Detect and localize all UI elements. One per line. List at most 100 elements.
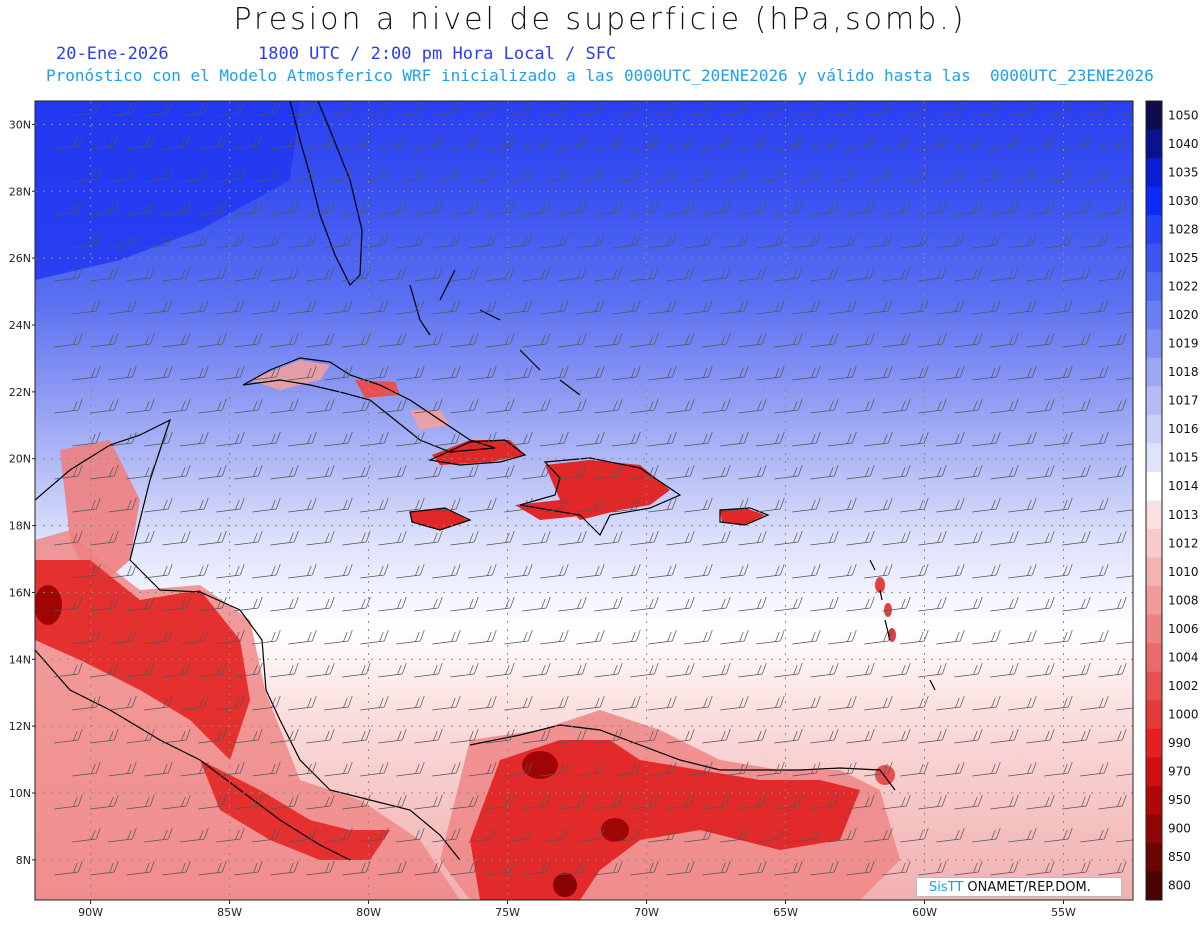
wind-barb [630, 662, 659, 678]
wind-barb [810, 398, 839, 414]
latitude-labels: 30N 28N 26N 24N 22N 20N 18N 16N 14N 12N 10N 8N [9, 118, 35, 867]
wind-barb [108, 629, 137, 645]
wind-barb [666, 464, 695, 480]
wind-barb [900, 629, 929, 645]
wind-barb [1026, 662, 1055, 678]
wind-barb [306, 464, 335, 480]
wind-barb [414, 464, 443, 480]
wind-barb [864, 101, 893, 117]
wind-barb [288, 629, 317, 645]
colorbar-swatch [1146, 443, 1162, 473]
wind-barb [72, 695, 101, 711]
wind-barb [108, 167, 137, 183]
wind-barb [594, 728, 623, 744]
wind-barb [342, 662, 371, 678]
wind-barb [756, 167, 785, 183]
wind-barb [1062, 266, 1091, 282]
wind-barb [324, 101, 353, 117]
wind-barb [54, 332, 83, 348]
wind-barb [90, 200, 119, 216]
wind-barb [144, 233, 173, 249]
wind-barb [72, 101, 101, 117]
wind-barb [936, 563, 965, 579]
wind-barb [1026, 200, 1055, 216]
wind-barb [702, 332, 731, 348]
wind-barb [756, 101, 785, 117]
wind-barb [108, 299, 137, 315]
wind-barb [846, 332, 875, 348]
wind-barb [1026, 266, 1055, 282]
wind-barb [54, 860, 83, 876]
wind-barb [486, 464, 515, 480]
wind-barb [360, 233, 389, 249]
wind-barb [864, 431, 893, 447]
wind-barb [828, 299, 857, 315]
wind-barb [468, 563, 497, 579]
wind-barb [720, 761, 749, 777]
wind-barb [792, 629, 821, 645]
wind-barb [306, 332, 335, 348]
wind-barb [414, 200, 443, 216]
colorbar-label: 1017 [1168, 394, 1199, 408]
wind-barb [72, 563, 101, 579]
wind-barb [216, 497, 245, 513]
wind-barb [1026, 464, 1055, 480]
colorbar-label: 1030 [1168, 194, 1199, 208]
wind-barb [648, 695, 677, 711]
wind-barb [378, 530, 407, 546]
wind-barb [198, 398, 227, 414]
wind-barb [630, 332, 659, 348]
wind-barb [198, 662, 227, 678]
forecast-date: 20-Ene-2026 [56, 44, 169, 64]
lat-label: 10N [9, 787, 31, 800]
wind-barb [72, 167, 101, 183]
wind-barb [558, 860, 587, 876]
wind-barb [126, 596, 155, 612]
colorbar-swatch [1146, 471, 1162, 501]
wind-barb [702, 134, 731, 150]
wind-barb [774, 728, 803, 744]
colorbar-label: 1050 [1168, 108, 1199, 122]
wind-barb [198, 464, 227, 480]
wind-barb [828, 695, 857, 711]
wind-barb [864, 233, 893, 249]
wind-barb [522, 200, 551, 216]
wind-barb [720, 629, 749, 645]
wind-barb [396, 563, 425, 579]
lat-label: 20N [9, 453, 31, 466]
wind-barb [432, 365, 461, 381]
wind-barb [1080, 563, 1109, 579]
wind-barb [414, 728, 443, 744]
wind-barb [270, 794, 299, 810]
wind-barb [486, 728, 515, 744]
wind-barb [684, 101, 713, 117]
colorbar-label: 1014 [1168, 479, 1199, 493]
coastlines [35, 101, 936, 861]
wind-barb [846, 530, 875, 546]
wind-barb [540, 497, 569, 513]
wind-barb [972, 167, 1001, 183]
wind-barb [1080, 629, 1109, 645]
wind-barb [1026, 134, 1055, 150]
wind-barb [1026, 398, 1055, 414]
wind-barb [990, 200, 1019, 216]
wind-barb [648, 365, 677, 381]
colorbar-swatch [1146, 186, 1162, 216]
wind-barb [144, 761, 173, 777]
wind-barb [936, 695, 965, 711]
wind-barb [1116, 113, 1133, 117]
wind-barb [1044, 431, 1073, 447]
wind-barb [612, 695, 641, 711]
wind-barb [342, 794, 371, 810]
wind-barb [756, 233, 785, 249]
wind-barb [882, 332, 911, 348]
wind-barb [1080, 365, 1109, 381]
wind-barb [918, 464, 947, 480]
wind-barb [720, 431, 749, 447]
wind-barb [378, 596, 407, 612]
wind-barb [468, 101, 497, 117]
wind-barb [540, 827, 569, 843]
wind-barb [612, 629, 641, 645]
wind-barb [360, 101, 389, 117]
wind-barb [144, 299, 173, 315]
